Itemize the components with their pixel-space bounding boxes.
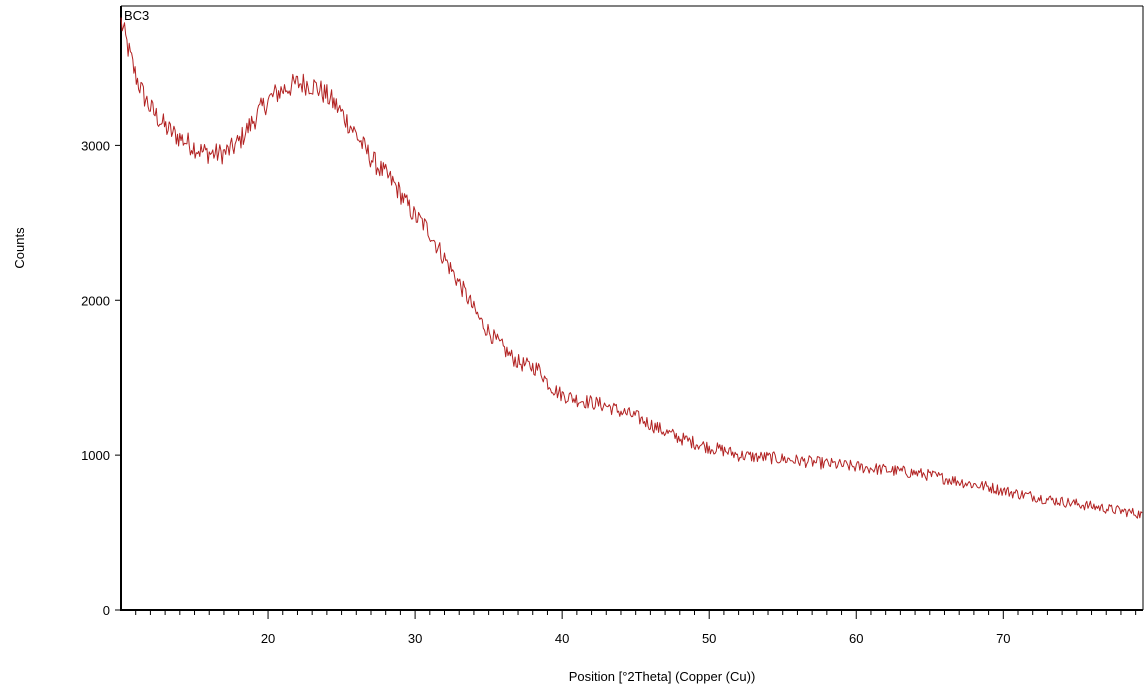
x-tick-label: 50 xyxy=(702,631,716,646)
x-tick-label: 40 xyxy=(555,631,569,646)
y-axis-title: Counts xyxy=(12,227,27,269)
series-line xyxy=(120,17,1143,519)
series-label: BC3 xyxy=(124,8,149,23)
y-tick-label: 1000 xyxy=(81,448,110,463)
y-tick-label: 2000 xyxy=(81,293,110,308)
y-tick-label: 3000 xyxy=(81,138,110,153)
y-tick-group: 0 1000 2000 3000 xyxy=(81,138,121,618)
x-tick-label: 60 xyxy=(849,631,863,646)
x-tick-label: 20 xyxy=(261,631,275,646)
x-minor-tick-group xyxy=(135,610,1137,615)
x-tick-group: 20 30 40 50 60 70 xyxy=(261,610,1011,646)
x-tick-label: 70 xyxy=(996,631,1010,646)
series-group xyxy=(120,17,1143,519)
x-axis-title: Position [°2Theta] (Copper (Cu)) xyxy=(569,669,756,684)
x-tick-label: 30 xyxy=(408,631,422,646)
y-tick-label: 0 xyxy=(103,603,110,618)
